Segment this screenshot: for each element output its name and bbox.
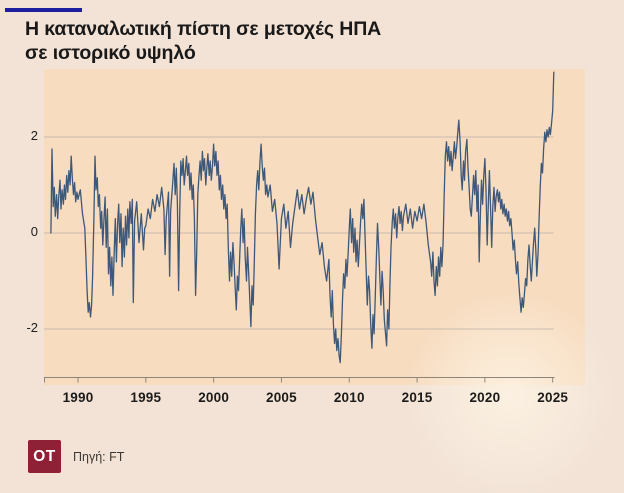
x-tick-label: 1995: [130, 390, 162, 405]
y-tick-label: 0: [30, 224, 38, 239]
ot-logo: OT: [28, 440, 61, 473]
x-tick-label: 2005: [266, 390, 297, 405]
x-tick-label: 2015: [401, 390, 433, 405]
y-tick-label: -2: [26, 320, 38, 335]
x-tick-label: 1990: [62, 390, 94, 405]
x-tick-label: 2020: [469, 390, 501, 405]
page-title-line2: σε ιστορικό υψηλό: [25, 42, 196, 64]
page-title-line1: Η καταναλωτική πίστη σε μετοχές ΗΠΑ: [25, 18, 382, 40]
plot-area: [44, 69, 585, 385]
accent-bar: [5, 8, 82, 12]
x-tick-label: 2010: [333, 390, 365, 405]
source-label: Πηγή: FT: [73, 450, 125, 464]
x-tick-label: 2000: [198, 390, 230, 405]
x-tick-label: 2025: [537, 390, 569, 405]
page-title: Η καταναλωτική πίστη σε μετοχές ΗΠΑ σε ι…: [25, 17, 605, 65]
y-tick-label: 2: [30, 128, 38, 143]
